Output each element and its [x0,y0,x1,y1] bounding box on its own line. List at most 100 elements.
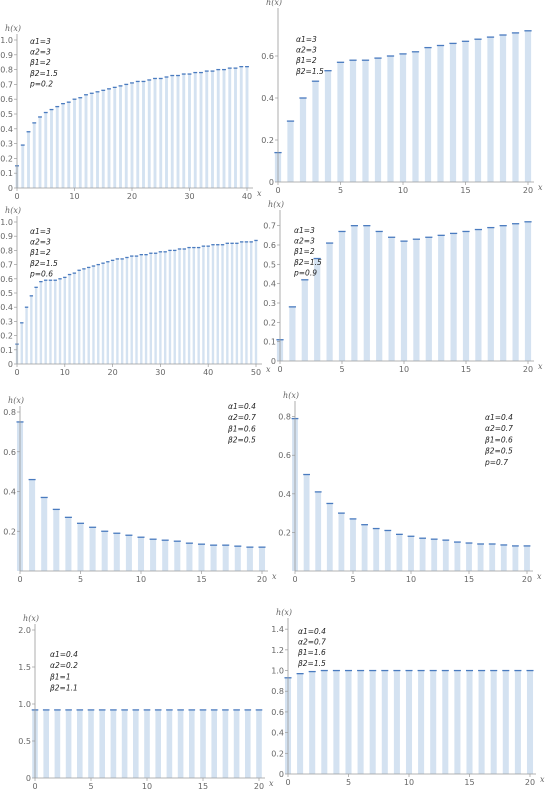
x-tick-label: 30 [184,192,194,201]
parameter-label: β1=1 [50,672,71,681]
bar [77,709,83,778]
bar [369,670,376,774]
x-tick-label: 10 [60,368,70,377]
bar [299,98,307,182]
bar [121,709,128,778]
bar [99,709,105,778]
y-tick-label: 1.0 [18,700,31,709]
bar [462,231,470,361]
parameter-label: p=0.9 [293,268,317,277]
x-tick-label: 0 [292,575,297,584]
y-tick-label: 0.8 [278,413,291,422]
y-tick-label: 0 [26,774,31,783]
bar [88,709,94,778]
bar [198,544,205,571]
chart-panel-2: 0 0.2 0.4 0.6 0 5 10 15 20 h(x) x α1=3 α2=3 β1=2 β2=1.… [258,0,550,198]
bar [73,99,76,188]
bar [450,233,457,361]
bar [137,537,145,571]
chart-panel-1: 0 0.1 0.2 0.3 0.4 0.5 0.6 0.7 0.8 0.9 1.0 0 10 20 30 40… [0,24,275,202]
x-tick-label: 0 [14,368,19,377]
bar [314,258,321,361]
y-tick-label: 0.7 [263,222,276,231]
y-tick-label: 0 [271,357,276,366]
x-tick-label: 40 [242,192,252,201]
bar [312,81,319,182]
bar [228,68,232,188]
bar [424,47,432,182]
y-tick-label: 1.0 [0,218,13,227]
bar [216,69,220,188]
x-tick-label: 20 [127,192,137,201]
bar [116,258,119,364]
bar [55,106,59,188]
x-axis-label: x [540,775,545,784]
x-axis-label: x [538,183,543,192]
bar [239,66,243,188]
bar [54,709,61,778]
y-tick-label: 0.4 [261,94,274,103]
bar [230,243,234,364]
y-axis-label: h(x) [268,200,284,209]
bar [34,287,38,364]
parameter-label: β2=0.5 [228,436,256,445]
y-axis-label: h(x) [23,614,39,623]
bar [188,74,191,188]
x-tick-label: 15 [198,782,208,791]
bar [159,251,162,364]
bar [438,235,445,361]
bar [130,256,133,364]
bar [512,545,519,571]
bar [437,45,444,182]
bar [82,268,86,364]
chart-panel-3: 0 0.1 0.2 0.3 0.4 0.5 0.6 0.7 0.8 0.9 1.0 0 10 20 30 40… [0,206,275,378]
bar [502,670,509,774]
y-tick-label: 0 [279,770,284,779]
bar [177,709,184,778]
y-tick-label: 0.6 [0,95,13,104]
x-tick-label: 15 [460,186,470,195]
y-tick-label: 0.5 [0,289,13,298]
parameter-label: β1=0.6 [485,435,513,444]
bar [149,253,153,364]
bar [89,527,96,571]
bar [21,145,25,188]
y-tick-label: 0.6 [271,708,284,717]
parameter-label: α2=0.7 [228,413,256,422]
y-tick-label: 0.8 [3,408,16,417]
y-tick-label: 0.2 [0,154,13,163]
y-tick-label: 0.8 [0,66,13,75]
bar [475,229,482,361]
bar [153,78,157,188]
bar [221,244,224,364]
bar [92,266,95,364]
y-tick-label: 0.5 [18,737,31,746]
bar [350,518,356,571]
x-tick-label: 0 [32,782,37,791]
bar [301,279,308,361]
bar [512,223,519,361]
bar [113,87,117,188]
bar [67,102,71,188]
y-tick-label: 0.2 [271,749,284,758]
x-tick-label: 50 [251,368,261,377]
bar [65,709,72,778]
bar [324,70,332,182]
bar [135,256,138,364]
bar [77,270,81,364]
bar [200,709,206,778]
y-tick-label: 0.1 [0,169,13,178]
bar [170,75,174,188]
x-tick-label: 0 [285,778,290,787]
parameter-label: β2=1.5 [30,259,58,268]
chart-1: 0 0.1 0.2 0.3 0.4 0.5 0.6 0.7 0.8 0.9 1.0 0 10 20 30 40… [0,24,262,201]
bar [96,91,99,188]
bar [526,670,534,774]
bar [125,535,132,571]
y-axis-label: h(x) [266,0,282,7]
bar [487,37,494,182]
bar [176,75,180,188]
bar [381,670,388,774]
bar [54,280,57,364]
chart-3: 0 0.1 0.2 0.3 0.4 0.5 0.6 0.7 0.8 0.9 1.0 0 10 20 30 40… [0,206,271,377]
